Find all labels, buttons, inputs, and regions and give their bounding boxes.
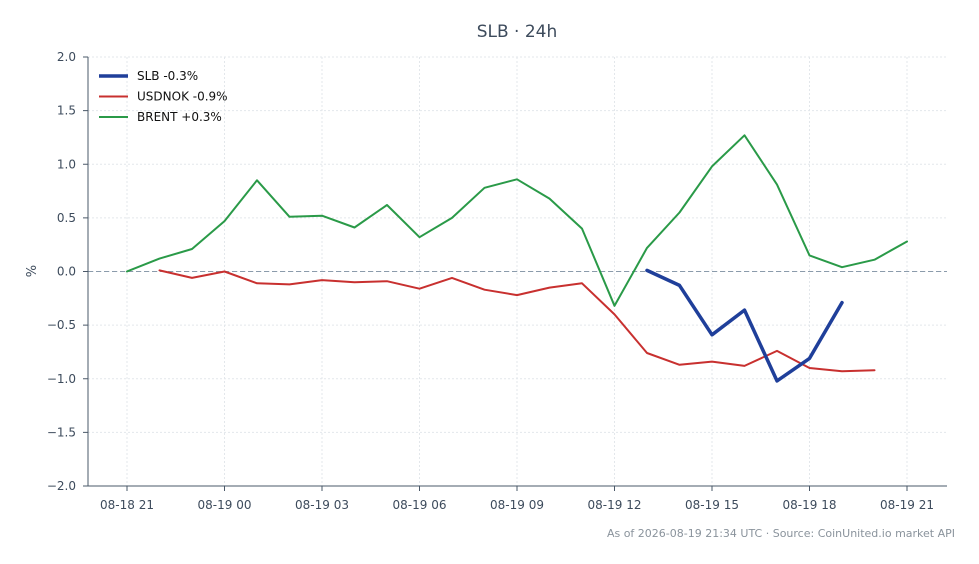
grid [88, 56, 947, 487]
chart-title: SLB · 24h [477, 22, 558, 42]
y-tick-label: −0.5 [47, 318, 76, 332]
series-line-usdnok [158, 269, 876, 373]
legend: SLB -0.3% USDNOK -0.9% BRENT +0.3% [99, 69, 228, 124]
x-tick-label: 08-18 21 [100, 498, 154, 512]
y-tick-label: 1.0 [57, 157, 76, 171]
legend-label: BRENT +0.3% [137, 110, 222, 124]
y-axis-ticks: 2.0 1.5 1.0 0.5 0.0 −0.5 −1.0 −1.5 −2.0 [47, 50, 88, 493]
x-tick-label: 08-19 09 [490, 498, 544, 512]
y-tick-label: 2.0 [57, 50, 76, 64]
x-tick-label: 08-19 18 [783, 498, 837, 512]
y-axis-label: % [25, 265, 40, 277]
x-tick-label: 08-19 12 [588, 498, 642, 512]
x-tick-label: 08-19 00 [198, 498, 252, 512]
x-tick-label: 08-19 06 [393, 498, 447, 512]
series-line-slb [645, 268, 844, 383]
x-tick-label: 08-19 03 [295, 498, 349, 512]
y-tick-label: 0.0 [57, 265, 76, 279]
y-tick-label: 1.5 [57, 104, 76, 118]
legend-label: SLB -0.3% [137, 69, 198, 83]
legend-label: USDNOK -0.9% [137, 90, 228, 104]
y-tick-label: −1.5 [47, 425, 76, 439]
y-tick-label: 0.5 [57, 211, 76, 225]
x-axis-ticks: 08-18 21 08-19 00 08-19 03 08-19 06 08-19 09… [100, 486, 934, 512]
y-tick-label: −2.0 [47, 479, 76, 493]
series-lines [126, 134, 908, 383]
x-tick-label: 08-19 21 [880, 498, 934, 512]
footer-source-note: As of 2026-08-19 21:34 UTC · Source: Coi… [607, 527, 955, 540]
x-tick-label: 08-19 15 [685, 498, 739, 512]
series-line-brent [126, 134, 908, 307]
y-tick-label: −1.0 [47, 372, 76, 386]
